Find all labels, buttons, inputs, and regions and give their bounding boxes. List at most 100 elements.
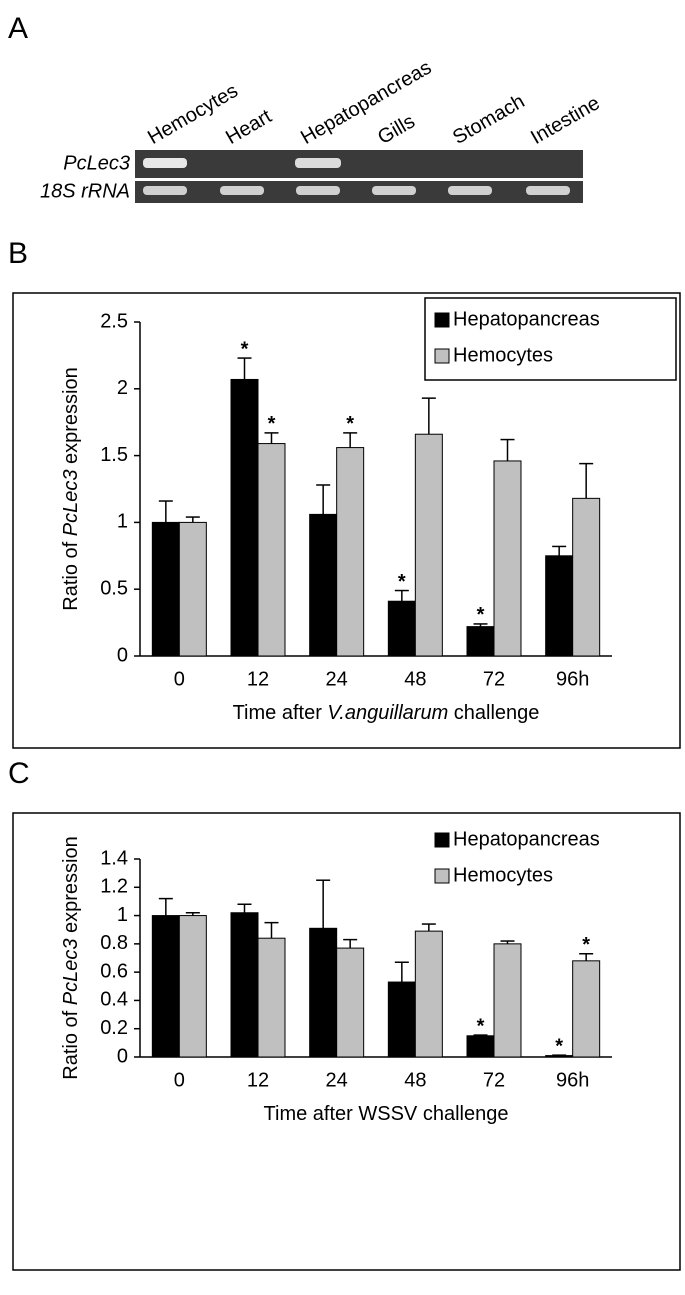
x-tick-label: 0 [174, 668, 185, 690]
gene-label: 18S rRNA [40, 180, 130, 202]
x-label-part: challenge [448, 702, 539, 724]
panel-label: C [8, 757, 30, 790]
gel-band [372, 186, 416, 195]
significance-marker: * [241, 338, 249, 360]
x-tick-label: 12 [247, 668, 269, 690]
bar [309, 927, 338, 1058]
y-tick-label: 1.4 [100, 847, 128, 869]
y-tick-label: 1 [117, 511, 128, 533]
gel-band [526, 186, 570, 195]
y-tick-label: 0 [117, 1045, 128, 1067]
x-tick-label: 96h [556, 1069, 589, 1091]
x-tick-label: 72 [483, 1069, 505, 1091]
y-tick-label: 2.5 [100, 310, 128, 332]
x-axis-label: Time after V.anguillarum challenge [233, 702, 540, 724]
y-label-part: expression [60, 367, 82, 469]
bar [493, 943, 522, 1058]
bar [387, 981, 416, 1058]
bar [466, 626, 495, 657]
significance-marker: * [555, 1035, 563, 1057]
y-label-part: PcLec3 [60, 470, 82, 537]
bar [336, 447, 365, 657]
bar [414, 930, 443, 1058]
gel-row [135, 181, 583, 203]
y-label-part: PcLec3 [60, 939, 82, 1006]
significance-marker: * [268, 413, 276, 435]
significance-marker: * [398, 571, 406, 593]
x-axis-label: Time after WSSV challenge [264, 1103, 509, 1125]
legend-label: Hemocytes [453, 344, 553, 366]
y-tick-label: 0.4 [100, 989, 128, 1011]
x-label-part: Time after [233, 702, 328, 724]
lane-label: Heart [222, 105, 276, 149]
gel-band [143, 158, 187, 168]
lane-label: Gills [374, 110, 419, 148]
gel-band [220, 186, 264, 195]
y-tick-label: 1.2 [100, 876, 128, 898]
y-tick-label: 2 [117, 377, 128, 399]
y-tick-label: 0.6 [100, 960, 128, 982]
gel-row [135, 150, 583, 178]
gel-bands [143, 186, 570, 195]
bar [466, 1035, 495, 1058]
bar [336, 947, 365, 1058]
y-tick-label: 0.2 [100, 1017, 128, 1039]
lane-label: Hepatopancreas [297, 56, 435, 148]
bar [309, 513, 338, 657]
x-tick-label: 48 [404, 1069, 426, 1091]
legend-label: Hemocytes [453, 864, 553, 886]
bar [572, 497, 601, 657]
bar [230, 912, 259, 1058]
y-label-part: expression [60, 836, 82, 938]
bar [230, 378, 259, 657]
y-axis-label: Ratio of PcLec3 expression [60, 367, 82, 610]
bar [257, 443, 286, 657]
legend-swatch [434, 348, 450, 364]
x-tick-label: 48 [404, 668, 426, 690]
y-tick-label: 0.5 [100, 577, 128, 599]
bar [257, 937, 286, 1058]
significance-marker: * [477, 1015, 485, 1037]
y-axis-label: Ratio of PcLec3 expression [60, 836, 82, 1079]
bar [178, 521, 207, 657]
y-tick-label: 0.8 [100, 932, 128, 954]
gel-band [143, 186, 187, 195]
x-tick-label: 72 [483, 668, 505, 690]
gel-band [295, 158, 341, 168]
x-tick-label: 12 [247, 1069, 269, 1091]
legend-frame [424, 297, 677, 381]
legend-swatch [434, 868, 450, 884]
bar [387, 600, 416, 657]
legend-label: Hepatopancreas [453, 828, 600, 850]
bar [572, 960, 601, 1058]
frame [12, 292, 681, 749]
x-label-part: V.anguillarum [327, 702, 448, 724]
x-tick-label: 24 [326, 668, 348, 690]
gel-band [296, 186, 340, 195]
frame [12, 812, 681, 1271]
significance-marker: * [346, 413, 354, 435]
y-tick-label: 0 [117, 644, 128, 666]
y-tick-label: 1 [117, 904, 128, 926]
gene-label: PcLec3 [63, 152, 130, 174]
significance-marker: * [582, 934, 590, 956]
gel-band [448, 186, 492, 195]
x-tick-label: 0 [174, 1069, 185, 1091]
y-label-part: Ratio of [60, 536, 82, 610]
panel-label: A [8, 12, 28, 45]
legend-label: Hepatopancreas [453, 308, 600, 330]
significance-marker: * [477, 604, 485, 626]
legend-swatch [434, 312, 450, 328]
bar [493, 460, 522, 657]
bar [414, 433, 443, 657]
bar [545, 555, 574, 657]
x-tick-label: 24 [326, 1069, 348, 1091]
bar [178, 915, 207, 1058]
bar [151, 521, 180, 657]
y-tick-label: 1.5 [100, 444, 128, 466]
panel-label: B [8, 237, 28, 270]
y-label-part: Ratio of [60, 1005, 82, 1079]
bar [151, 915, 180, 1058]
